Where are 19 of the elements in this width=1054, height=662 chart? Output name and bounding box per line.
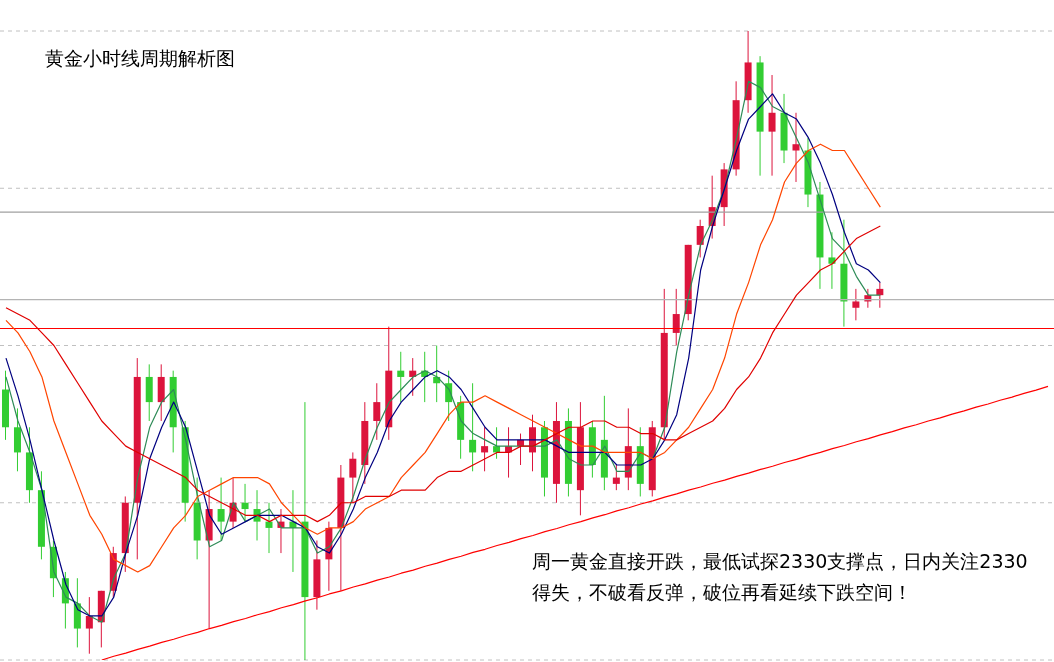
candlestick [265,502,273,554]
candlestick [469,382,477,472]
candlestick [876,282,884,309]
candlestick [768,74,776,177]
candlestick [397,351,405,403]
candlestick [828,231,836,290]
candlestick [349,451,357,504]
candlestick [696,219,704,258]
candlestick [481,426,489,472]
candlestick [612,464,620,491]
annotation: 周一黄金直接开跌，最低试探2330支撑点，日内关注2330得失，不破看反弹，破位再看延续下跌空间！ [532,549,1029,605]
text: 黄金小时线周期解析图 [45,46,235,71]
candlestick [85,596,93,655]
candlestick [373,382,381,441]
candlestick [241,483,249,523]
candlestick [852,288,860,321]
candlestick [672,288,680,346]
candlestick [217,477,225,541]
candlestick [792,112,800,183]
